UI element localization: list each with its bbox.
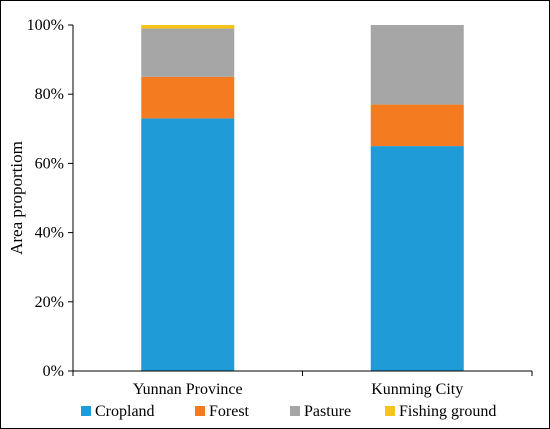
bars-group	[141, 25, 464, 371]
legend-label-fishing-ground: Fishing ground	[399, 403, 496, 420]
legend: Cropland Forest Pasture Fishing ground	[81, 403, 496, 420]
y-tick-label-2: 40%	[35, 225, 64, 242]
y-tick-label-0: 0%	[43, 363, 64, 380]
legend-swatch-cropland	[81, 406, 91, 416]
legend-item-forest: Forest	[195, 403, 250, 420]
bar-yunnan-province-forest	[141, 76, 235, 119]
y-tick-label-3: 60%	[35, 155, 64, 172]
axes-group: Yunnan Province Kunming City 0% 20% 40% 60% 80…	[27, 17, 533, 398]
y-tick-label-4: 80%	[35, 86, 64, 103]
legend-label-pasture: Pasture	[304, 403, 351, 420]
legend-swatch-forest	[195, 406, 205, 416]
bar-yunnan-province-cropland	[141, 118, 235, 371]
bar-yunnan-province-pasture	[141, 28, 235, 77]
y-axis-label: Area proportiom	[7, 141, 26, 255]
y-tick-label-5: 100%	[27, 17, 64, 34]
legend-swatch-fishing-ground	[385, 406, 395, 416]
legend-item-pasture: Pasture	[290, 403, 351, 420]
legend-item-cropland: Cropland	[81, 403, 155, 420]
legend-label-forest: Forest	[209, 403, 250, 420]
x-tick-label-yunnan-province: Yunnan Province	[133, 381, 243, 398]
legend-item-fishing-ground: Fishing ground	[385, 403, 496, 420]
bar-yunnan-province-fishing-ground	[141, 25, 235, 29]
bar-kunming-city-cropland	[370, 146, 464, 371]
bar-kunming-city-forest	[370, 104, 464, 147]
y-tick-label-1: 20%	[35, 294, 64, 311]
legend-label-cropland: Cropland	[95, 403, 155, 420]
x-tick-label-kunming-city: Kunming City	[371, 381, 463, 398]
legend-swatch-pasture	[290, 406, 300, 416]
bar-kunming-city-pasture	[370, 25, 464, 105]
